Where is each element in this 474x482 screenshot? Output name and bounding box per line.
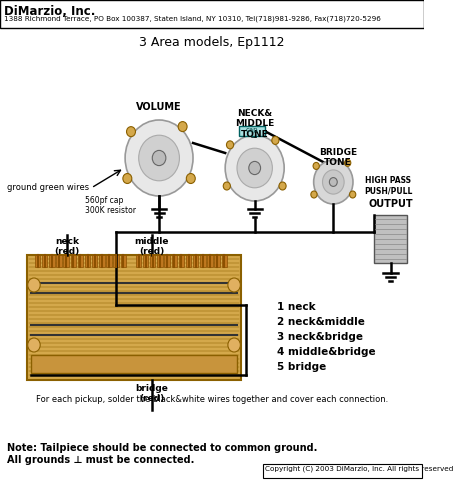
Bar: [200, 255, 206, 267]
Circle shape: [139, 135, 180, 181]
Circle shape: [311, 191, 317, 198]
Bar: [157, 255, 163, 267]
Text: 3 neck&bridge: 3 neck&bridge: [277, 332, 363, 342]
Circle shape: [127, 127, 136, 136]
Circle shape: [228, 278, 240, 292]
Bar: [56, 255, 62, 267]
Bar: [193, 255, 199, 267]
Bar: [164, 255, 170, 267]
Bar: [85, 255, 90, 267]
Circle shape: [123, 174, 132, 184]
Bar: [35, 255, 40, 267]
Circle shape: [27, 278, 40, 292]
Circle shape: [329, 177, 337, 187]
Circle shape: [272, 136, 279, 145]
Bar: [179, 255, 184, 267]
Circle shape: [279, 182, 286, 190]
Text: All grounds ⊥ must be connected.: All grounds ⊥ must be connected.: [7, 455, 194, 465]
Bar: [0, 0, 424, 28]
Text: 1388 Richmond Terrace, PO Box 100387, Staten Island, NY 10310, Tel(718)981-9286,: 1388 Richmond Terrace, PO Box 100387, St…: [4, 16, 381, 23]
Bar: [31, 355, 237, 373]
Bar: [42, 255, 47, 267]
Bar: [78, 255, 83, 267]
Circle shape: [223, 182, 230, 190]
Circle shape: [225, 135, 284, 201]
Circle shape: [237, 148, 273, 188]
Text: OUTPUT: OUTPUT: [368, 199, 413, 209]
Text: 4 middle&bridge: 4 middle&bridge: [277, 347, 376, 357]
Text: cap: cap: [246, 127, 258, 133]
Circle shape: [349, 191, 356, 198]
Bar: [92, 255, 97, 267]
Circle shape: [27, 338, 40, 352]
Bar: [263, 464, 422, 478]
Text: 2 neck&middle: 2 neck&middle: [277, 317, 365, 327]
Circle shape: [227, 141, 234, 149]
Bar: [99, 255, 105, 267]
Text: NECK&
MIDDLE
TONE: NECK& MIDDLE TONE: [235, 109, 274, 139]
Circle shape: [313, 162, 319, 170]
Bar: [143, 255, 148, 267]
Circle shape: [178, 121, 187, 132]
Text: HIGH PASS
PUSH/PULL: HIGH PASS PUSH/PULL: [365, 176, 413, 195]
Bar: [222, 255, 227, 267]
Bar: [150, 255, 155, 267]
Text: 1 neck: 1 neck: [277, 302, 316, 312]
Bar: [27, 255, 241, 380]
Bar: [64, 255, 69, 267]
Bar: [136, 255, 141, 267]
Circle shape: [125, 120, 193, 196]
Bar: [71, 255, 76, 267]
Bar: [106, 255, 112, 267]
Text: DiMarzio, Inc.: DiMarzio, Inc.: [4, 5, 95, 18]
Bar: [214, 255, 220, 267]
Text: 560pf cap
300K resistor: 560pf cap 300K resistor: [85, 196, 136, 215]
Bar: [172, 255, 177, 267]
Text: bridge
(red): bridge (red): [136, 384, 168, 403]
Bar: [207, 255, 213, 267]
Text: middle
(red): middle (red): [135, 237, 169, 256]
Circle shape: [345, 160, 351, 166]
Bar: [239, 126, 264, 136]
Bar: [374, 215, 408, 263]
Circle shape: [152, 150, 166, 166]
Bar: [49, 255, 55, 267]
Text: 3 Area models, Ep1112: 3 Area models, Ep1112: [139, 36, 284, 49]
Text: VOLUME: VOLUME: [136, 102, 182, 112]
Text: Note: Tailpiece should be connected to common ground.: Note: Tailpiece should be connected to c…: [7, 443, 318, 453]
Text: neck
(red): neck (red): [55, 237, 80, 256]
Circle shape: [314, 160, 353, 204]
Text: 5 bridge: 5 bridge: [277, 362, 326, 372]
Circle shape: [228, 338, 240, 352]
Circle shape: [186, 174, 195, 184]
Text: ground green wires: ground green wires: [7, 184, 89, 192]
Circle shape: [249, 161, 261, 174]
Bar: [186, 255, 191, 267]
Bar: [121, 255, 126, 267]
Circle shape: [322, 170, 344, 194]
Text: For each pickup, solder the black&white wires together and cover each connection: For each pickup, solder the black&white …: [36, 395, 388, 404]
Text: BRIDGE
TONE: BRIDGE TONE: [319, 148, 357, 167]
Bar: [113, 255, 119, 267]
Text: Copyright (C) 2003 DiMarzio, Inc. All rights reserved: Copyright (C) 2003 DiMarzio, Inc. All ri…: [264, 465, 453, 471]
